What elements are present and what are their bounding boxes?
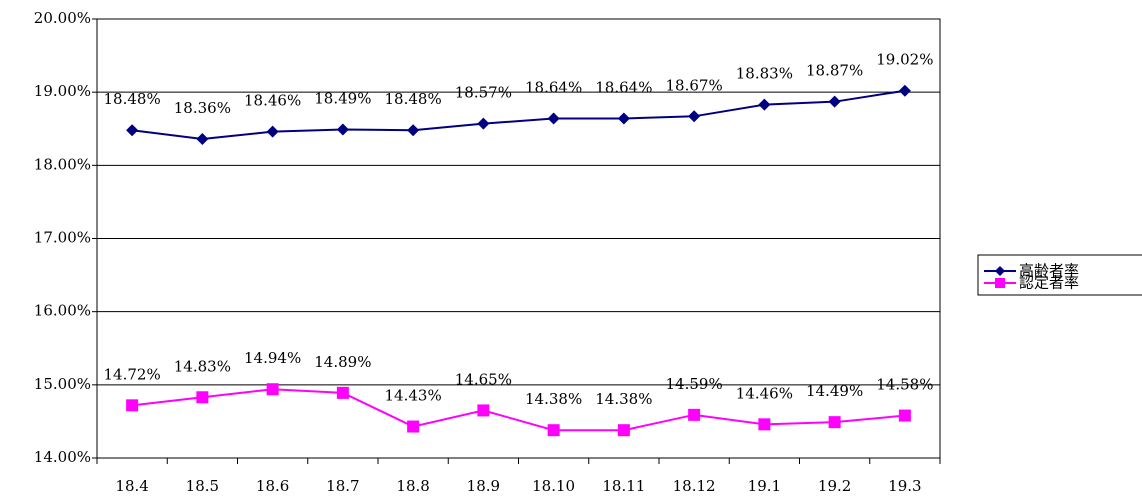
x-tick-label: 19.3	[888, 477, 921, 495]
y-tick-label: 15.00%	[34, 375, 91, 393]
marker	[617, 424, 630, 437]
data-label: 14.83%	[174, 357, 231, 375]
x-tick-label: 19.2	[818, 477, 851, 495]
marker	[688, 110, 701, 123]
marker	[477, 404, 490, 417]
data-label: 14.59%	[666, 375, 723, 393]
legend-marker	[995, 278, 1005, 288]
legend-label: 高齢者率	[1019, 262, 1079, 280]
data-label: 18.57%	[455, 84, 512, 102]
data-label: 18.48%	[385, 90, 442, 108]
x-tick-label: 18.7	[326, 477, 359, 495]
data-label: 18.49%	[314, 89, 371, 107]
data-label: 14.46%	[736, 384, 793, 402]
marker	[758, 98, 771, 111]
data-label: 14.89%	[314, 353, 371, 371]
data-label: 14.72%	[104, 365, 161, 383]
data-label: 14.58%	[876, 376, 933, 394]
data-label: 18.48%	[104, 90, 161, 108]
y-tick-label: 18.00%	[34, 155, 91, 173]
x-tick-label: 18.4	[115, 477, 148, 495]
marker	[196, 132, 209, 145]
marker	[828, 416, 841, 429]
marker	[407, 420, 420, 433]
data-label: 18.64%	[595, 79, 652, 97]
data-label: 18.67%	[666, 76, 723, 94]
x-tick-label: 18.5	[186, 477, 219, 495]
x-tick-label: 18.9	[467, 477, 500, 495]
data-label: 18.87%	[806, 62, 863, 80]
data-label: 14.49%	[806, 382, 863, 400]
x-tick-label: 19.1	[748, 477, 781, 495]
marker	[266, 383, 279, 396]
y-tick-label: 19.00%	[34, 82, 91, 100]
x-tick-label: 18.10	[532, 477, 575, 495]
marker	[336, 123, 349, 136]
marker	[196, 391, 209, 404]
data-label: 18.36%	[174, 99, 231, 117]
marker	[898, 409, 911, 422]
marker	[126, 124, 139, 137]
marker	[266, 125, 279, 138]
marker	[828, 95, 841, 108]
marker	[547, 424, 560, 437]
x-tick-label: 18.6	[256, 477, 289, 495]
data-label: 14.38%	[525, 390, 582, 408]
data-label: 14.43%	[385, 387, 442, 405]
legend-box	[977, 254, 1142, 296]
legend-label: 認定者率	[1019, 274, 1079, 292]
y-tick-label: 17.00%	[34, 229, 91, 247]
data-label: 14.38%	[595, 390, 652, 408]
marker	[547, 112, 560, 125]
data-label: 14.94%	[244, 349, 301, 367]
x-tick-label: 18.8	[396, 477, 429, 495]
marker	[758, 418, 771, 431]
data-label: 19.02%	[876, 51, 933, 69]
x-tick-label: 18.12	[673, 477, 716, 495]
series-line	[132, 388, 905, 432]
marker	[898, 84, 911, 97]
legend-marker	[995, 266, 1005, 276]
marker	[688, 408, 701, 421]
x-tick-label: 18.11	[602, 477, 645, 495]
y-tick-label: 20.00%	[34, 9, 91, 27]
data-label: 18.83%	[736, 65, 793, 83]
marker	[126, 399, 139, 412]
y-tick-label: 14.00%	[34, 448, 91, 466]
marker	[477, 117, 490, 130]
data-label: 18.46%	[244, 92, 301, 110]
data-label: 14.65%	[455, 370, 512, 388]
marker	[407, 124, 420, 137]
marker	[617, 112, 630, 125]
y-tick-label: 16.00%	[34, 302, 91, 320]
data-label: 18.64%	[525, 79, 582, 97]
series-line	[132, 89, 906, 140]
marker	[336, 386, 349, 399]
